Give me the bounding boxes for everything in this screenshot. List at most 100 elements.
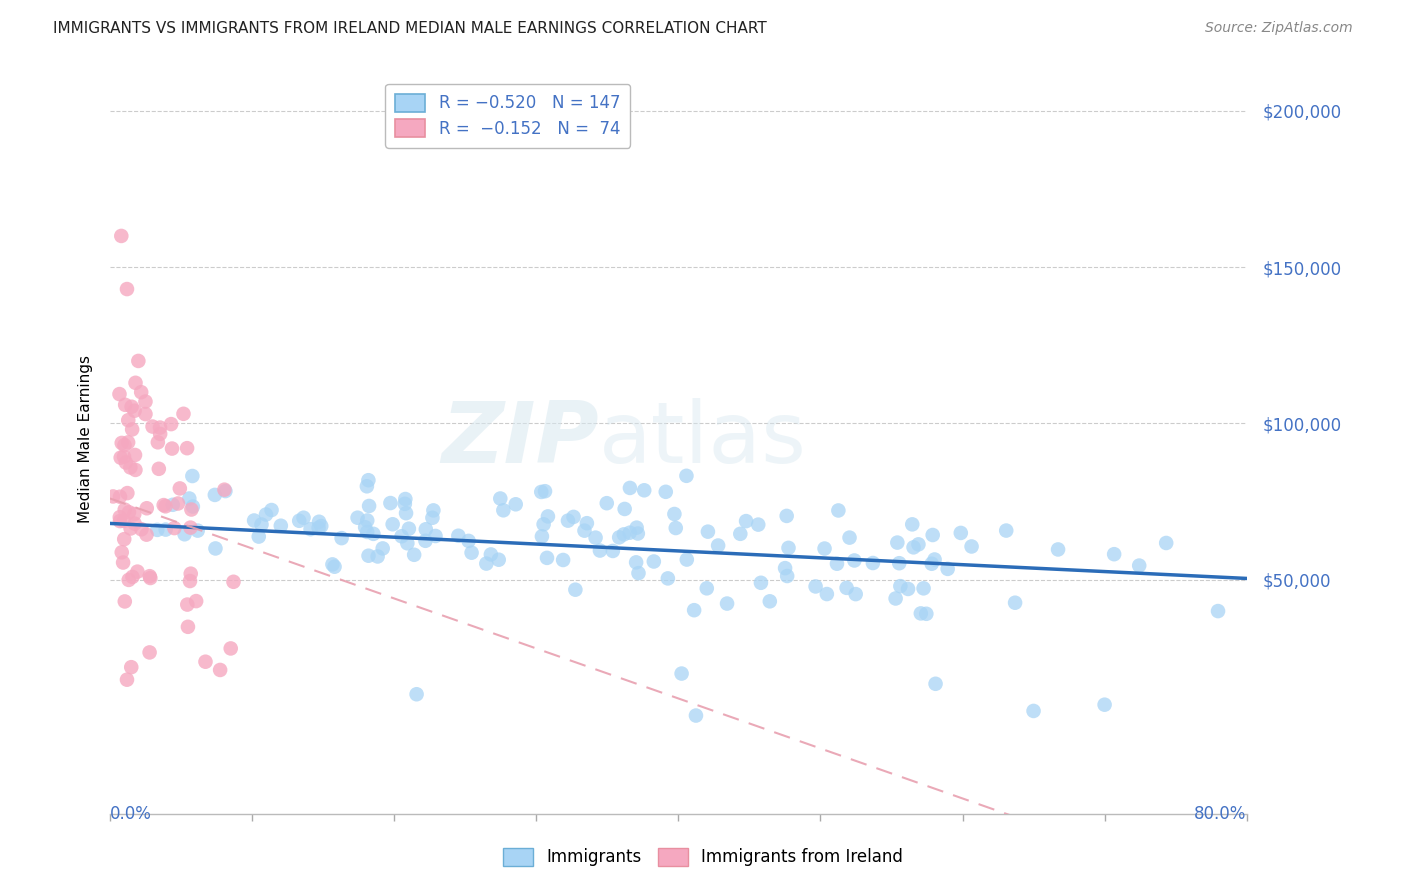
Point [134,394,156,409]
Point [381,517,404,532]
Point [903,541,925,555]
Point [138,569,160,583]
Point [562,509,585,524]
Point [148,462,170,476]
Point [425,529,447,543]
Point [404,548,426,562]
Point [1004,596,1026,610]
Point [309,519,332,533]
Point [813,541,835,556]
Point [619,525,641,540]
Point [886,535,908,549]
Point [415,522,437,536]
Point [270,518,292,533]
Point [117,435,139,450]
Point [115,456,138,470]
Point [564,582,586,597]
Text: atlas: atlas [599,398,807,481]
Point [292,510,315,524]
Point [108,387,131,401]
Point [124,403,146,417]
Point [204,488,226,502]
Point [363,526,385,541]
Point [173,407,195,421]
Point [115,282,138,296]
Point [129,385,152,400]
Point [460,546,482,560]
Point [815,587,838,601]
Point [114,594,136,608]
Point [804,579,827,593]
Point [139,571,162,585]
Point [936,562,959,576]
Point [330,531,353,545]
Point [155,500,177,514]
Point [533,517,555,532]
Point [138,645,160,659]
Point [716,597,738,611]
Point [627,566,650,581]
Point [619,481,641,495]
Point [135,501,157,516]
Point [380,496,402,510]
Point [759,594,782,608]
Point [127,354,149,368]
Point [142,419,165,434]
Point [862,556,884,570]
Point [730,526,752,541]
Point [169,482,191,496]
Point [574,524,596,538]
Point [179,521,201,535]
Point [633,483,655,498]
Point [447,529,470,543]
Point [827,503,849,517]
Point [398,522,420,536]
Point [112,514,135,528]
Point [321,558,343,572]
Point [960,540,983,554]
Point [1128,558,1150,573]
Point [505,497,527,511]
Point [613,502,636,516]
Point [1206,604,1229,618]
Point [835,581,858,595]
Point [354,520,377,534]
Point [655,484,678,499]
Point [127,565,149,579]
Point [111,436,134,450]
Point [357,549,380,563]
Point [120,460,142,475]
Point [776,508,799,523]
Point [479,548,502,562]
Point [120,660,142,674]
Point [675,468,697,483]
Point [120,521,142,535]
Point [475,557,498,571]
Point [553,553,575,567]
Point [776,569,799,583]
Point [602,544,624,558]
Point [149,426,172,441]
Point [607,530,630,544]
Point [186,594,208,608]
Point [112,450,135,464]
Point [117,413,139,427]
Text: IMMIGRANTS VS IMMIGRANTS FROM IRELAND MEDIAN MALE EARNINGS CORRELATION CHART: IMMIGRANTS VS IMMIGRANTS FROM IRELAND ME… [53,21,768,36]
Point [613,527,636,541]
Point [897,582,920,596]
Text: Source: ZipAtlas.com: Source: ZipAtlas.com [1205,21,1353,35]
Point [179,491,201,506]
Point [371,541,394,556]
Point [901,517,924,532]
Point [180,566,202,581]
Point [665,521,688,535]
Point [114,502,136,516]
Point [357,473,380,487]
Point [422,510,444,524]
Point [921,528,943,542]
Point [1102,547,1125,561]
Point [949,525,972,540]
Point [121,570,143,584]
Point [114,398,136,412]
Point [844,553,866,567]
